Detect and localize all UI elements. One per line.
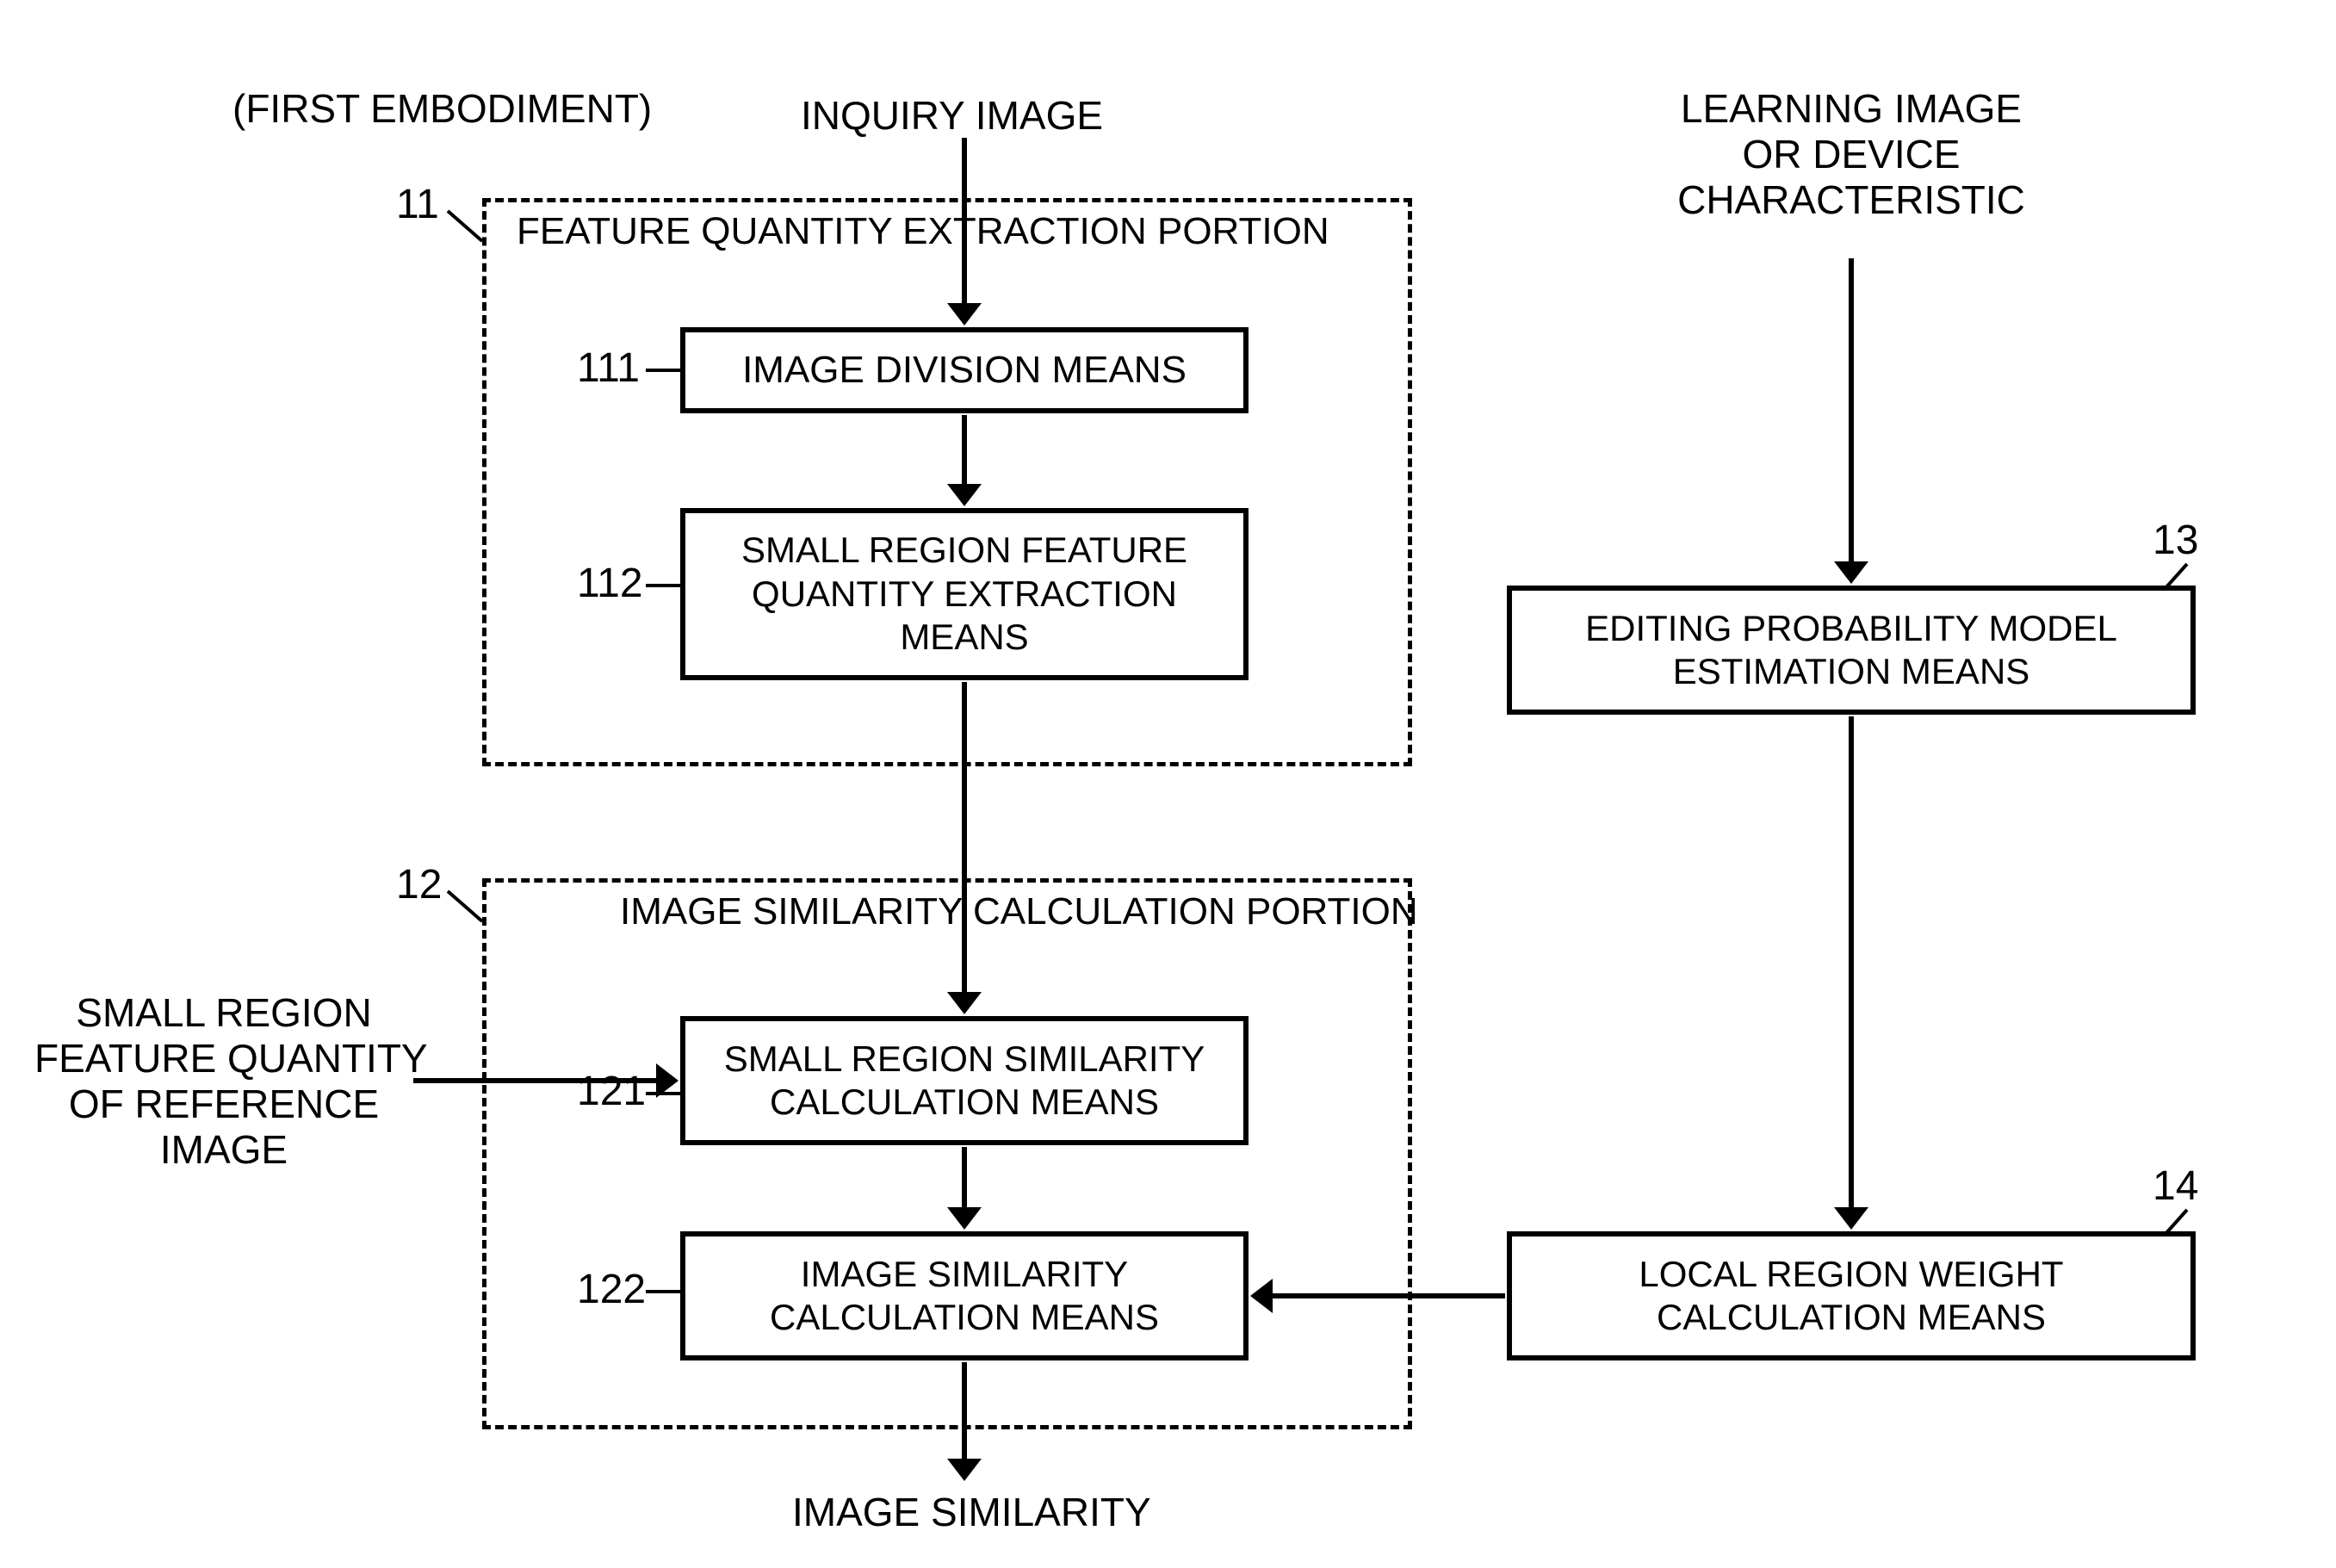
ref-121: 121 (577, 1068, 646, 1115)
box-14-text: LOCAL REGION WEIGHT CALCULATION MEANS (1522, 1253, 2180, 1340)
box-112-text: SMALL REGION FEATURE QUANTITY EXTRACTION… (696, 529, 1233, 659)
group-feature-extraction (482, 198, 1412, 766)
ref-111: 111 (577, 344, 640, 392)
box-image-similarity-calc: IMAGE SIMILARITY CALCULATION MEANS (680, 1231, 1249, 1360)
input-inquiry-image: INQUIRY IMAGE (801, 93, 1103, 139)
box-editing-probability-model: EDITING PROBABILITY MODEL ESTIMATION MEA… (1507, 586, 2196, 715)
output-image-similarity: IMAGE SIMILARITY (792, 1490, 1151, 1535)
ref-122: 122 (577, 1266, 646, 1313)
box-small-region-feature-extraction: SMALL REGION FEATURE QUANTITY EXTRACTION… (680, 508, 1249, 680)
ref-12: 12 (396, 861, 442, 908)
input-learning-image: LEARNING IMAGE OR DEVICE CHARACTERISTIC (1670, 86, 2032, 223)
ref-112: 112 (577, 560, 643, 607)
ref-11: 11 (396, 181, 439, 228)
box-small-region-similarity-calc: SMALL REGION SIMILARITY CALCULATION MEAN… (680, 1016, 1249, 1145)
title-label: (FIRST EMBODIMENT) (232, 86, 652, 132)
group-feature-extraction-title: FEATURE QUANTITY EXTRACTION PORTION (517, 210, 1329, 254)
box-local-region-weight-calc: LOCAL REGION WEIGHT CALCULATION MEANS (1507, 1231, 2196, 1360)
diagram-canvas: (FIRST EMBODIMENT) INQUIRY IMAGE LEARNIN… (0, 0, 2336, 1568)
box-122-text: IMAGE SIMILARITY CALCULATION MEANS (696, 1253, 1233, 1340)
ref-13: 13 (2153, 517, 2198, 564)
box-image-division-means: IMAGE DIVISION MEANS (680, 327, 1249, 413)
ref-14: 14 (2153, 1162, 2198, 1210)
group-similarity-calculation-title: IMAGE SIMILARITY CALCULATION PORTION (620, 890, 1418, 934)
box-111-text: IMAGE DIVISION MEANS (742, 348, 1187, 394)
box-121-text: SMALL REGION SIMILARITY CALCULATION MEAN… (696, 1038, 1233, 1125)
box-13-text: EDITING PROBABILITY MODEL ESTIMATION MEA… (1522, 607, 2180, 694)
input-small-region-feature: SMALL REGION FEATURE QUANTITY OF REFEREN… (34, 990, 413, 1173)
